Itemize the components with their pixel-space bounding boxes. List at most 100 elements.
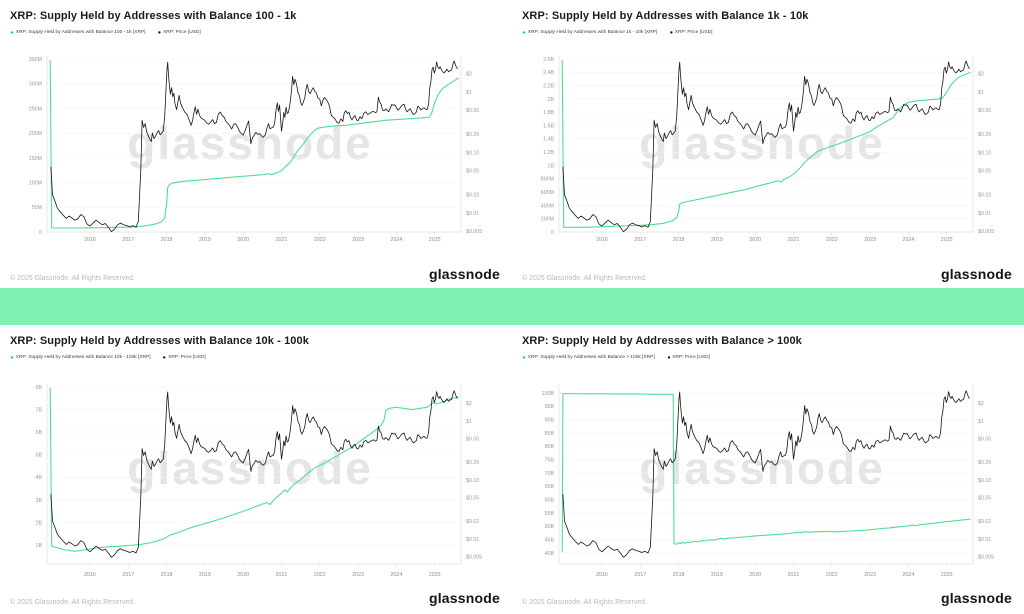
left-axis-label: 4B — [36, 475, 43, 481]
right-axis-label: $0.01 — [978, 537, 991, 543]
x-axis-label: 2023 — [352, 572, 364, 578]
glassnode-logo[interactable]: glassnode — [428, 590, 500, 606]
x-axis-label: 2019 — [711, 237, 723, 243]
right-axis-label: $2 — [978, 401, 984, 407]
x-axis-label: 2016 — [84, 237, 96, 243]
legend-item-supply[interactable]: XRP: Supply Held by Addresses with Balan… — [11, 30, 145, 34]
left-axis-label: 150M — [29, 156, 42, 162]
left-axis-label: 200M — [541, 217, 554, 223]
left-axis-label: 85B — [545, 431, 555, 437]
right-axis-label: $0.01 — [978, 211, 991, 217]
legend-item-price[interactable]: XRP: Price [USD] — [670, 29, 713, 35]
chart-title-10k-100k: XRP: Supply Held by Addresses with Balan… — [10, 335, 309, 347]
left-axis-label: 400M — [541, 203, 554, 209]
left-axis-label: 1.4B — [543, 137, 554, 143]
glassnode-logo[interactable]: glassnode — [940, 590, 1012, 606]
panel-balance-10k-100k: XRP: Supply Held by Addresses with Balan… — [0, 325, 512, 614]
left-axis-label: 55B — [545, 511, 555, 517]
legend-item-price[interactable]: XRP: Price [USD] — [163, 355, 206, 359]
left-axis-label: 75B — [545, 458, 555, 464]
right-axis-label: $0.02 — [978, 193, 991, 199]
supply-line — [49, 387, 459, 552]
supply-price-chart-over-100k[interactable]: glassnode100B95B90B85B80B75B70B65B60B55B… — [512, 380, 1024, 580]
left-axis-label: 600M — [541, 190, 554, 196]
x-axis-label: 2022 — [314, 237, 326, 243]
left-axis-label: 0 — [39, 230, 42, 236]
left-axis-label: 200M — [29, 131, 42, 137]
right-axis-label: $0.005 — [466, 229, 482, 235]
panel-balance-over-100k: XRP: Supply Held by Addresses with Balan… — [512, 325, 1024, 614]
left-axis-label: 95B — [545, 404, 555, 410]
chart-title-100-1k: XRP: Supply Held by Addresses with Balan… — [10, 10, 297, 22]
x-axis-label: 2024 — [903, 572, 915, 578]
right-axis-label: $0.20 — [466, 132, 479, 138]
right-axis-label: $0.10 — [466, 478, 479, 484]
x-axis-label: 2018 — [673, 237, 685, 243]
price-line — [562, 60, 971, 233]
right-axis-label: $0.005 — [466, 555, 482, 561]
x-axis-label: 2018 — [161, 572, 173, 578]
right-axis-label: $0.01 — [466, 211, 479, 217]
legend-item-supply[interactable]: XRP: Supply Held by Addresses with Balan… — [523, 355, 655, 359]
supply-legend-dot-icon — [523, 30, 526, 34]
x-axis-label: 2016 — [84, 572, 96, 578]
left-axis-label: 7B — [36, 408, 43, 414]
glassnode-logo[interactable]: glassnode — [428, 266, 500, 282]
x-axis-label: 2023 — [864, 237, 876, 243]
right-axis-label: $0.05 — [466, 496, 479, 502]
right-axis-label: $2 — [466, 72, 472, 78]
right-axis-label: $0.005 — [978, 229, 994, 235]
supply-price-chart-10k-100k[interactable]: glassnode8B7B6B5B4B3B2B1B$2$1$0.50$0.20$… — [0, 380, 512, 580]
legend-label-price: XRP: Price [USD] — [672, 354, 710, 360]
right-axis-label: $0.01 — [466, 537, 479, 543]
right-axis-label: $0.05 — [978, 496, 991, 502]
left-axis-label: 100B — [542, 391, 555, 397]
left-axis-label: 50B — [545, 524, 555, 530]
right-axis-label: $0.50 — [466, 437, 479, 443]
top-chart-row: XRP: Supply Held by Addresses with Balan… — [0, 0, 1024, 288]
legend-item-supply[interactable]: XRP: Supply Held by Addresses with Balan… — [11, 355, 151, 359]
right-axis-label: $0.05 — [466, 169, 479, 175]
left-axis-label: 60B — [545, 498, 555, 504]
x-axis-label: 2020 — [749, 237, 761, 243]
supply-price-chart-1k-10k[interactable]: glassnode2.6B2.4B2.2B2B1.8B1.6B1.4B1.2B1… — [512, 52, 1024, 252]
x-axis-label: 2016 — [596, 237, 608, 243]
x-axis-label: 2025 — [429, 237, 441, 243]
legend-item-price[interactable]: XRP: Price [USD] — [667, 354, 710, 360]
x-axis-label: 2024 — [391, 572, 403, 578]
legend-item-price[interactable]: XRP: Price [USD] — [158, 30, 201, 34]
x-axis-label: 2017 — [634, 572, 646, 578]
left-axis-label: 250M — [29, 106, 42, 112]
right-axis-label: $0.20 — [978, 460, 991, 466]
left-axis-label: 65B — [545, 484, 555, 490]
left-axis-label: 350M — [29, 57, 42, 63]
right-axis-label: $0.10 — [466, 150, 479, 156]
price-legend-dot-icon — [670, 30, 673, 34]
x-axis-label: 2024 — [903, 237, 915, 243]
supply-price-chart-100-1k[interactable]: glassnode350M300M250M200M150M100M50M0$2$… — [0, 52, 512, 252]
right-axis-label: $1 — [466, 90, 472, 96]
glassnode-logo[interactable]: glassnode — [940, 266, 1012, 282]
x-axis-label: 2020 — [237, 237, 249, 243]
x-axis-label: 2018 — [673, 572, 685, 578]
legend-label-price: XRP: Price [USD] — [674, 29, 713, 35]
x-axis-label: 2019 — [711, 572, 723, 578]
panel-footer: © 2025 Glassnode. All Rights Reserved. g… — [10, 266, 500, 282]
supply-line — [561, 59, 971, 228]
right-axis-label: $0.10 — [978, 478, 991, 484]
panel-footer: © 2025 Glassnode. All Rights Reserved. g… — [522, 590, 1012, 606]
chart-title-over-100k: XRP: Supply Held by Addresses with Balan… — [522, 335, 802, 347]
right-axis-label: $0.20 — [466, 460, 479, 466]
left-axis-label: 6B — [36, 430, 43, 436]
supply-legend-dot-icon — [11, 355, 14, 359]
right-axis-label: $0.50 — [978, 108, 991, 114]
chart-legend: XRP: Supply Held by Addresses with Balan… — [11, 355, 206, 359]
right-axis-label: $2 — [466, 401, 472, 407]
legend-item-supply[interactable]: XRP: Supply Held by Addresses with Balan… — [523, 30, 657, 34]
chart-title-1k-10k: XRP: Supply Held by Addresses with Balan… — [522, 10, 809, 22]
left-axis-label: 2.2B — [543, 84, 554, 90]
x-axis-label: 2022 — [826, 237, 838, 243]
left-axis-label: 45B — [545, 538, 555, 544]
panel-footer: © 2025 Glassnode. All Rights Reserved. g… — [10, 590, 500, 606]
